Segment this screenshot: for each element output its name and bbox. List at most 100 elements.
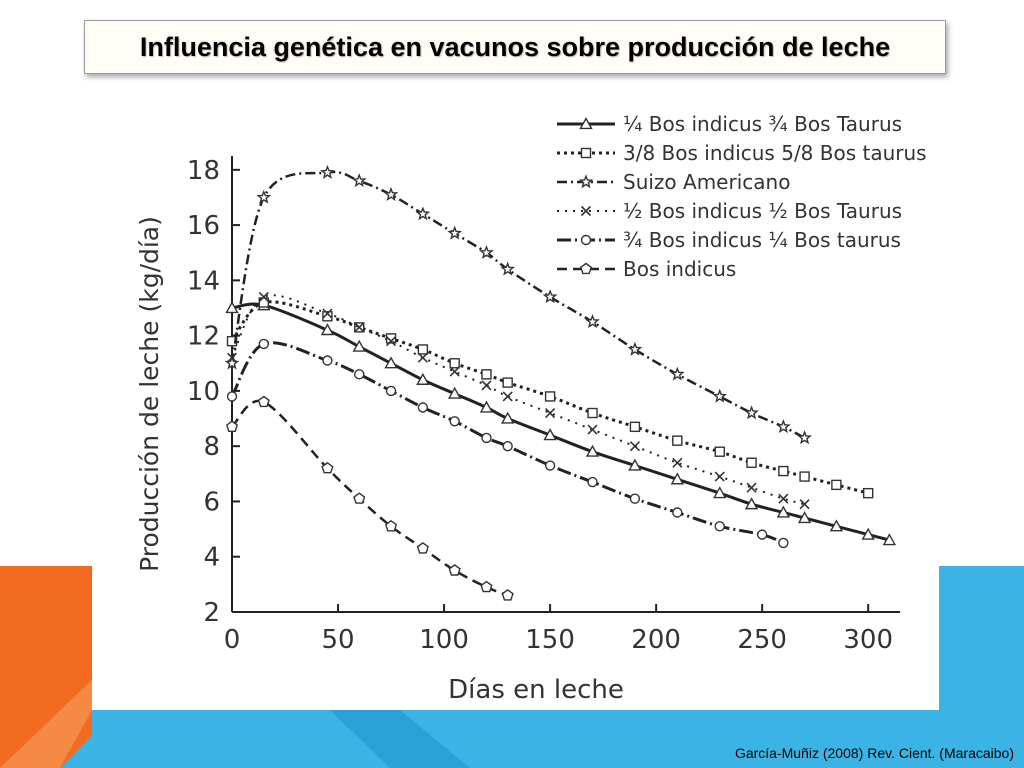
data-point-s3-8 — [479, 245, 494, 259]
lactation-chart: 2 4 6 8 10 12 14 16 18 0 50 100 150 200 250 300 Días en … — [135, 112, 927, 705]
dark-blue-wedge — [330, 710, 470, 768]
data-point-s1-10 — [543, 428, 557, 441]
legend-label-1: ¼ Bos indicus ¾ Bos Taurus — [623, 112, 902, 136]
data-point-s2-3 — [322, 311, 333, 322]
x-tick-label: 150 — [525, 625, 575, 655]
data-point-s5-3 — [322, 355, 333, 366]
data-point-s1-4 — [352, 339, 366, 352]
x-tick-label: 100 — [419, 625, 469, 655]
data-point-s4-17 — [799, 499, 810, 510]
y-tick-label: 10 — [187, 377, 220, 407]
blue-left-wedge — [60, 735, 92, 768]
data-point-s5-8 — [481, 432, 492, 444]
data-point-s6-9 — [501, 589, 514, 601]
data-point-s4-5 — [385, 336, 397, 347]
y-tick-label: 12 — [187, 322, 220, 352]
data-point-s6-6 — [416, 542, 429, 554]
data-point-s5-15 — [756, 529, 768, 540]
slide-title: Influencia genética en vacunos sobre pro… — [139, 31, 891, 62]
legend-label-6: Bos indicus — [623, 257, 736, 281]
data-point-s1-15 — [744, 497, 759, 510]
data-point-s2-12 — [629, 421, 641, 433]
data-point-s3-4 — [351, 173, 367, 188]
legend-marker-5 — [580, 234, 592, 246]
data-point-s5-12 — [629, 493, 641, 504]
data-point-s1-13 — [670, 472, 685, 485]
data-point-s4-14 — [714, 471, 725, 482]
series-line-6 — [231, 399, 509, 597]
data-point-s1-17 — [797, 511, 812, 524]
x-tick-label: 50 — [321, 625, 354, 655]
data-point-s6-8 — [480, 580, 493, 593]
legend-label-3: Suizo Americano — [623, 170, 790, 194]
data-point-s2-10 — [544, 391, 556, 402]
data-point-s1-6 — [416, 372, 430, 385]
data-point-s1-20 — [882, 533, 897, 546]
data-point-s1-3 — [320, 323, 335, 336]
data-point-s3-7 — [447, 225, 463, 240]
legend-label-2: 3/8 Bos indicus 5/8 Bos taurus — [623, 141, 927, 165]
data-point-s2-16 — [778, 465, 789, 477]
data-point-s5-6 — [417, 402, 429, 413]
data-point-s3-14 — [712, 388, 728, 403]
data-point-s1-9 — [500, 411, 515, 424]
legend-marker-4 — [580, 205, 592, 217]
data-point-s1-11 — [585, 444, 600, 457]
chart-panel: 2 4 6 8 10 12 14 16 18 0 50 100 150 200 250 300 Días en … — [92, 96, 939, 710]
data-point-s3-17 — [797, 430, 812, 445]
data-point-s2-13 — [672, 435, 683, 446]
data-point-s2-17 — [799, 471, 810, 482]
x-axis-label: Días en leche — [448, 675, 624, 705]
y-tick-label: 18 — [187, 156, 220, 186]
data-point-s1-1 — [225, 301, 239, 314]
legend-label-4: ½ Bos indicus ½ Bos Taurus — [623, 199, 902, 223]
citation-text: García-Muñiz (2008) Rev. Cient. (Maracai… — [734, 745, 1014, 761]
legend-marker-1 — [579, 117, 593, 130]
blue-bottom-band — [92, 566, 1024, 768]
series-line-1 — [231, 302, 890, 542]
data-point-s4-1 — [226, 352, 238, 363]
data-point-s2-11 — [587, 407, 598, 419]
series-line-5 — [230, 341, 784, 545]
data-point-s1-8 — [479, 400, 494, 413]
data-point-s5-14 — [714, 521, 725, 532]
y-tick-label: 2 — [203, 598, 220, 628]
data-point-s3-12 — [627, 341, 643, 356]
legend-marker-3 — [578, 174, 594, 189]
data-point-s3-9 — [500, 261, 516, 276]
y-tick-label: 14 — [187, 266, 220, 296]
legend-label-5: ¾ Bos indicus ¼ Bos taurus — [623, 228, 901, 252]
data-point-s1-14 — [713, 486, 727, 499]
data-point-s1-5 — [384, 356, 398, 369]
data-point-s4-7 — [449, 366, 460, 377]
y-tick-label: 6 — [203, 487, 220, 517]
data-point-s3-13 — [669, 366, 685, 381]
data-point-s2-6 — [417, 344, 429, 355]
data-point-s4-2 — [258, 291, 269, 303]
data-point-s4-8 — [481, 380, 492, 391]
y-tick-label: 16 — [187, 211, 220, 241]
data-point-s5-1 — [226, 391, 238, 402]
x-tick-label: 250 — [737, 625, 787, 655]
title-banner: Influencia genética en vacunos sobre pro… — [84, 20, 946, 74]
data-point-s4-15 — [746, 482, 757, 493]
data-point-s4-13 — [672, 457, 683, 468]
y-tick-label: 4 — [203, 543, 220, 573]
data-point-s4-12 — [629, 441, 640, 452]
data-point-s3-16 — [776, 419, 791, 434]
legend-marker-2 — [580, 147, 592, 159]
y-axis-label: Producción de leche (kg/día) — [135, 216, 164, 572]
data-point-s1-12 — [628, 458, 642, 471]
data-point-s2-14 — [714, 446, 725, 457]
data-point-s5-11 — [587, 476, 598, 488]
data-point-s1-7 — [447, 386, 462, 399]
data-point-s5-9 — [502, 440, 513, 452]
data-point-s5-10 — [544, 460, 556, 471]
data-point-s6-3 — [321, 461, 334, 474]
data-point-s4-6 — [417, 352, 428, 363]
x-tick-label: 0 — [224, 625, 241, 655]
data-point-s3-3 — [319, 164, 335, 179]
data-point-s2-8 — [481, 369, 492, 380]
data-point-s6-5 — [384, 519, 398, 532]
